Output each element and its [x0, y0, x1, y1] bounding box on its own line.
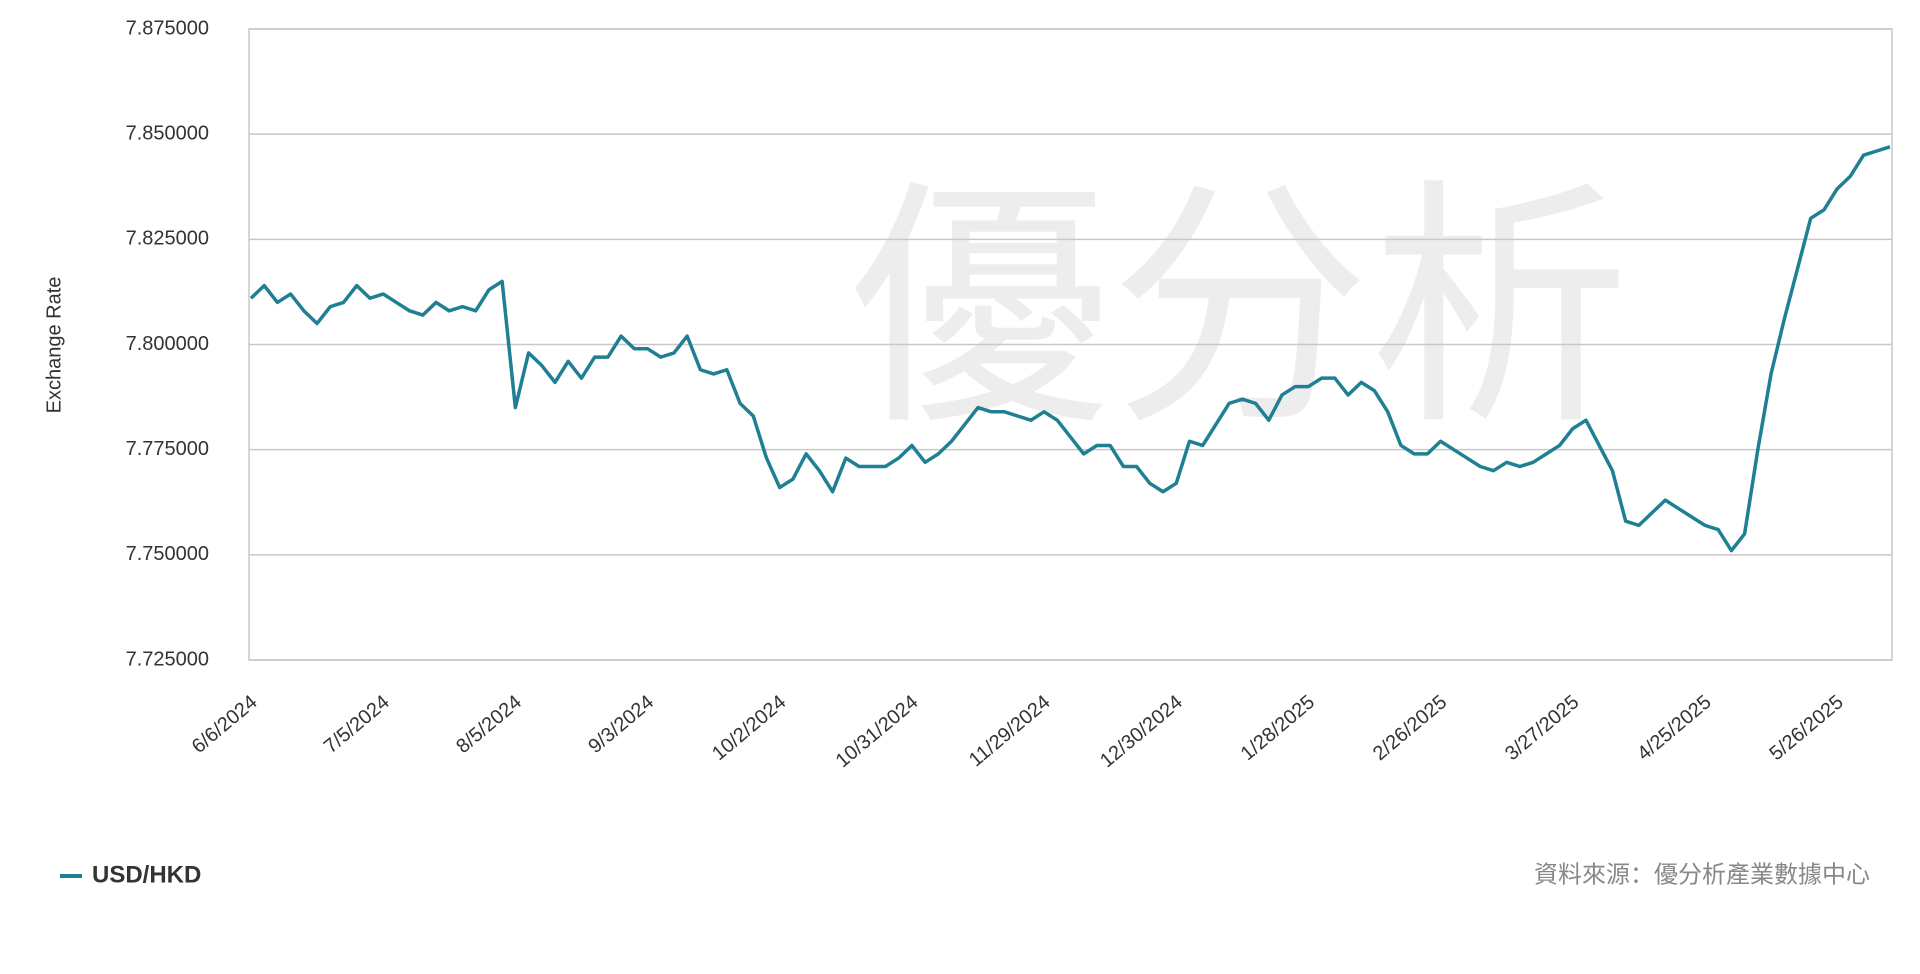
- y-tick-label: 7.875000: [126, 17, 209, 39]
- legend-label: USD/HKD: [92, 861, 201, 888]
- x-tick-label: 12/30/2024: [1096, 691, 1187, 772]
- y-tick-label: 7.800000: [126, 333, 209, 355]
- x-tick-label: 7/5/2024: [320, 691, 394, 758]
- x-tick-label: 10/31/2024: [832, 691, 923, 772]
- y-axis-label: Exchange Rate: [43, 277, 65, 414]
- x-tick-label: 8/5/2024: [452, 691, 526, 758]
- y-tick-label: 7.775000: [126, 438, 209, 460]
- y-tick-label: 7.750000: [126, 543, 209, 565]
- source-note: 資料來源：優分析產業數據中心: [1534, 861, 1870, 888]
- x-tick-label: 4/25/2025: [1633, 691, 1715, 765]
- x-tick-label: 6/6/2024: [188, 691, 262, 758]
- x-tick-label: 9/3/2024: [584, 691, 658, 758]
- x-tick-label: 2/26/2025: [1369, 691, 1451, 765]
- x-tick-label: 1/28/2025: [1237, 691, 1319, 765]
- y-tick-label: 7.725000: [126, 648, 209, 670]
- x-tick-label: 3/27/2025: [1501, 691, 1583, 765]
- watermark: 優分析: [850, 165, 1630, 455]
- x-tick-label: 11/29/2024: [965, 691, 1055, 771]
- y-tick-label: 7.825000: [126, 228, 209, 250]
- x-tick-label: 5/26/2025: [1765, 691, 1847, 765]
- line-series: [249, 145, 1891, 553]
- y-tick-label: 7.850000: [126, 122, 209, 144]
- x-tick-label: 10/2/2024: [708, 691, 790, 765]
